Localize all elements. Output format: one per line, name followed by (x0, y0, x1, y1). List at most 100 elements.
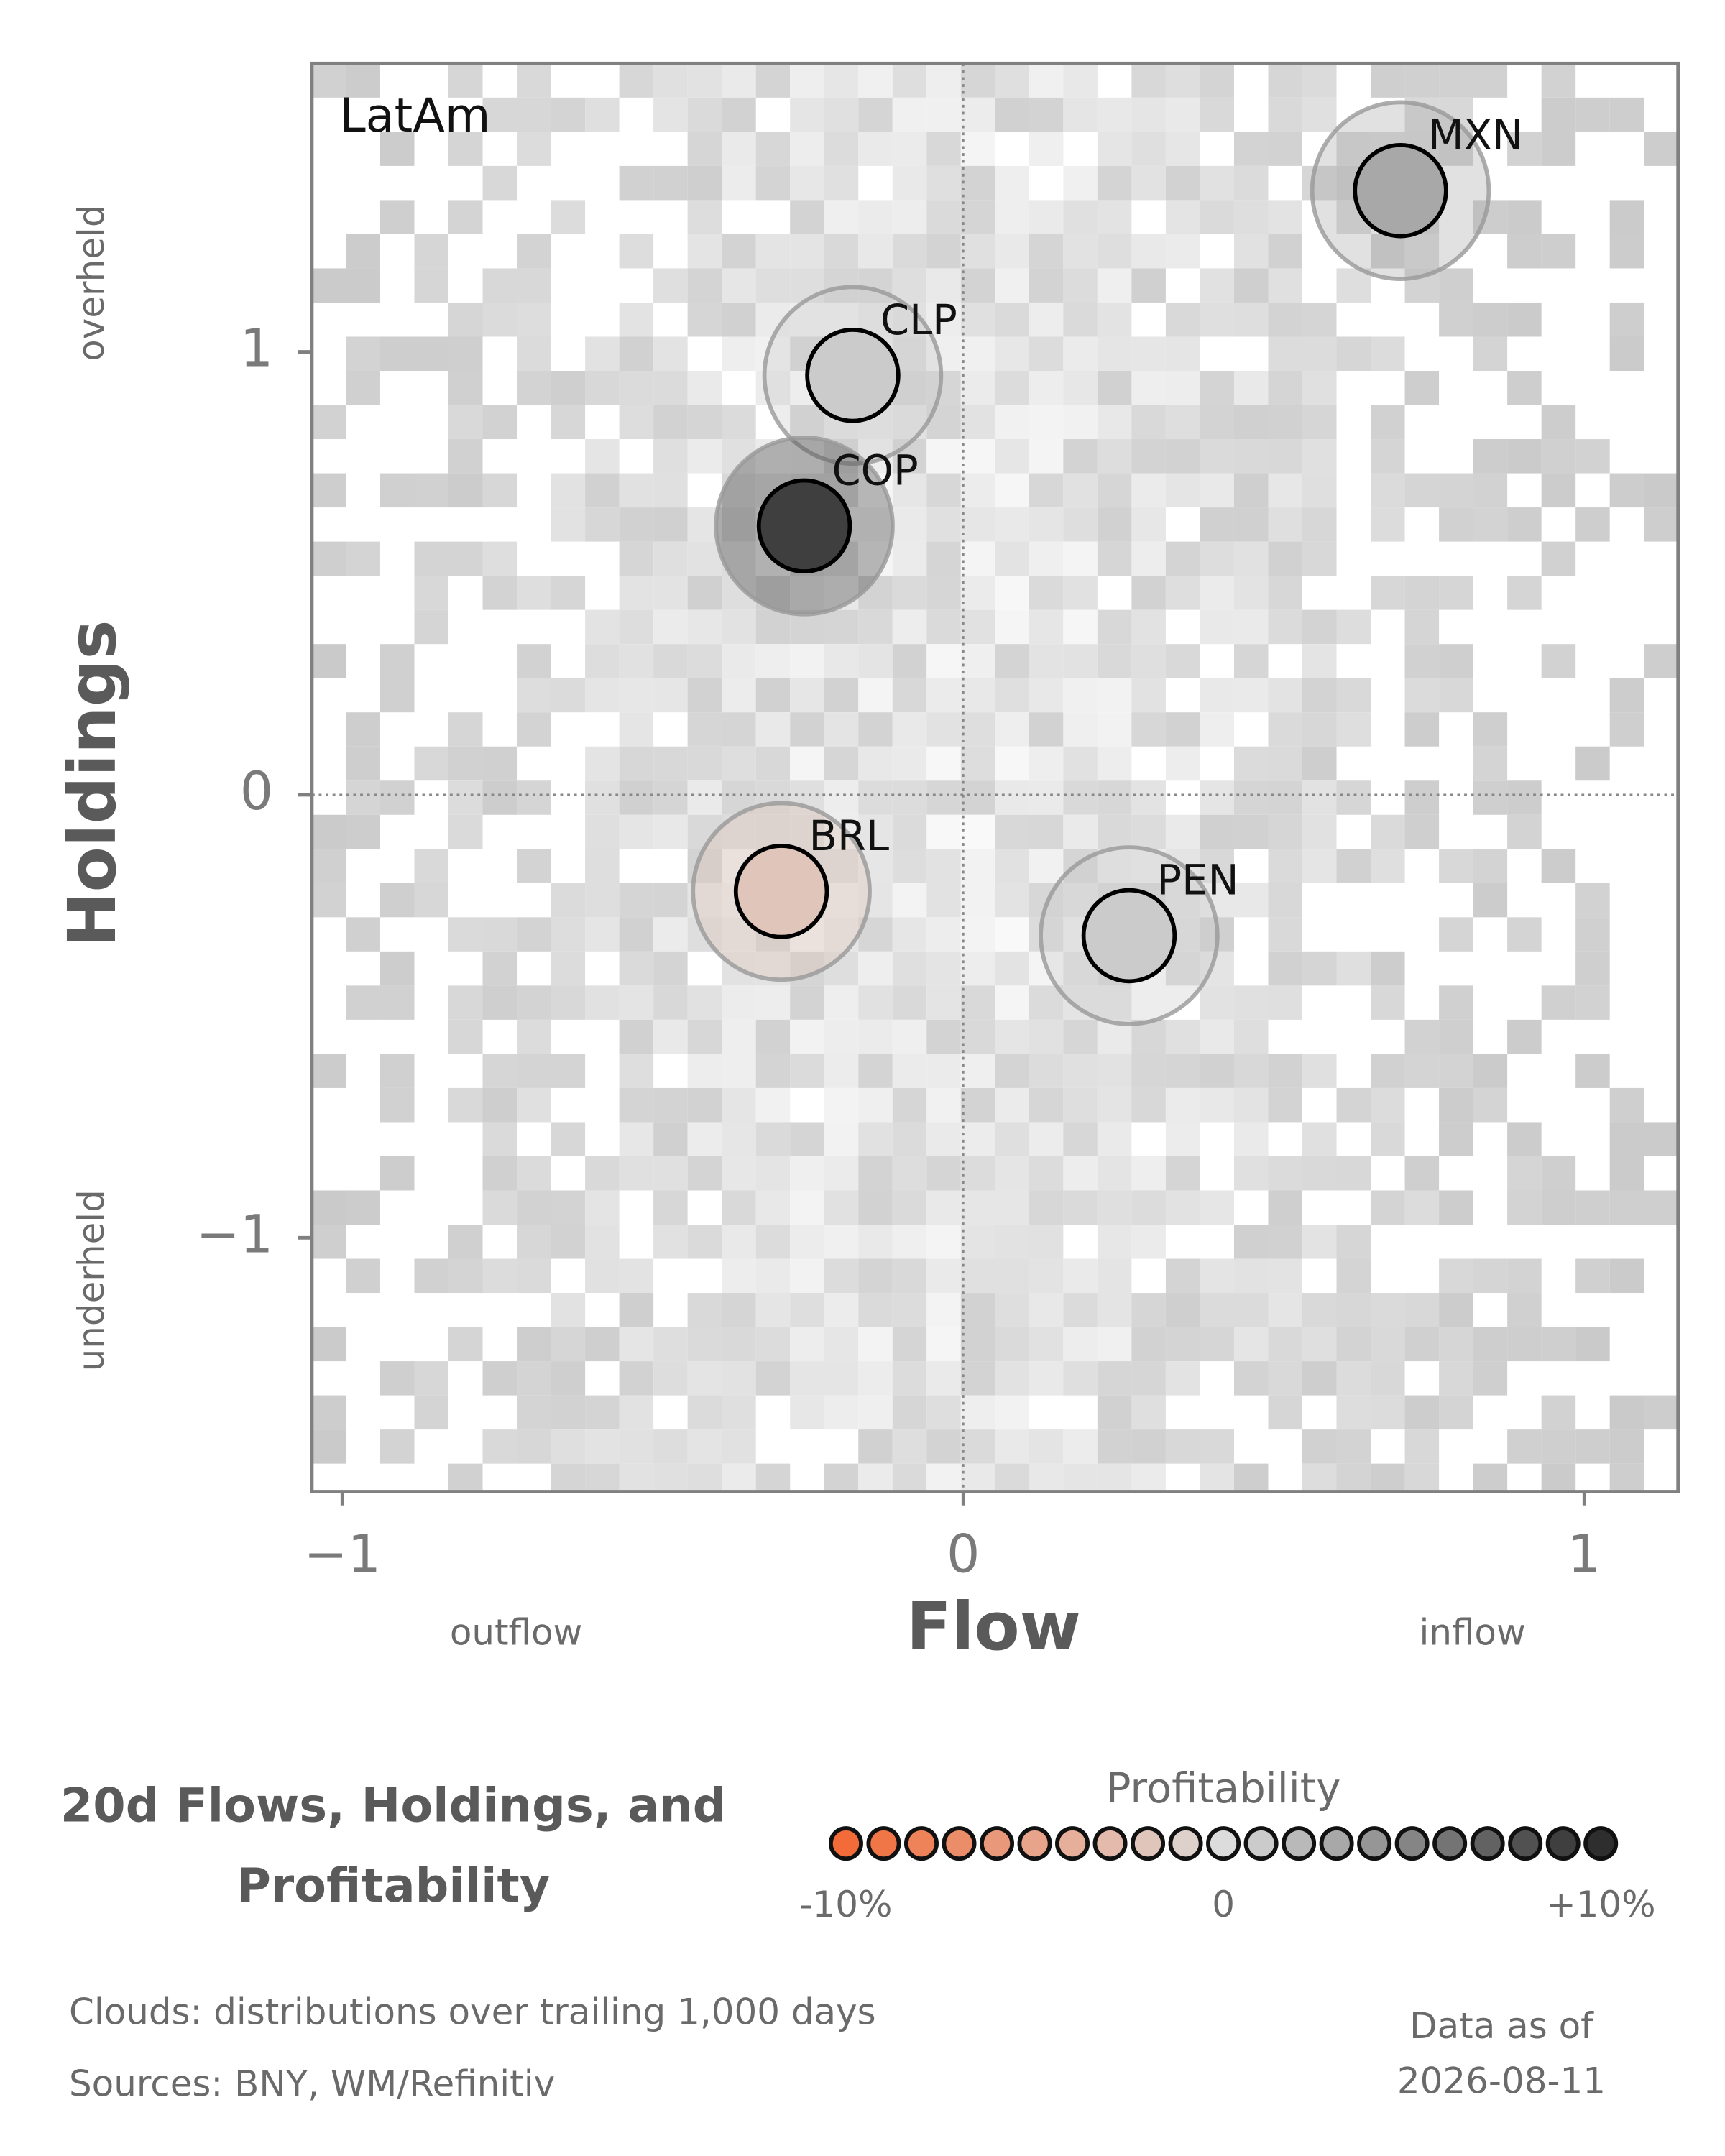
cloud-cell (995, 712, 1029, 747)
cloud-cell (482, 1087, 518, 1123)
cloud-cell (1097, 780, 1132, 815)
cloud-cell (1165, 1054, 1200, 1088)
cloud-cell (380, 1054, 415, 1088)
cloud-cell (1063, 507, 1098, 542)
cloud-cell (960, 371, 995, 405)
colorbar-swatch (1470, 1826, 1505, 1861)
cloud-cell (653, 165, 688, 201)
colorbar-swatch (980, 1826, 1015, 1861)
cloud-cell (585, 1225, 620, 1259)
cloud-cell (722, 1395, 756, 1430)
cloud-cell (1404, 609, 1440, 645)
cloud-cell (995, 507, 1029, 542)
cloud-cell (1233, 1258, 1269, 1294)
cloud-cell (1268, 951, 1302, 986)
cloud-cell (1233, 268, 1269, 303)
cloud-cell (414, 883, 448, 918)
cloud-cell (1165, 1019, 1200, 1054)
cloud-cell (1063, 1327, 1098, 1362)
cloud-cell (1233, 1019, 1269, 1054)
cloud-cell (1097, 1225, 1132, 1259)
cloud-cell (960, 849, 995, 883)
cloud-cell (1097, 473, 1132, 508)
cloud-cell (1200, 405, 1234, 440)
cloud-cell (1609, 1429, 1644, 1464)
cloud-cell (1029, 1258, 1064, 1294)
cloud-cell (687, 1225, 722, 1259)
cloud-cell (1439, 1293, 1473, 1327)
cloud-cell (790, 1258, 824, 1294)
cloud-cell (858, 1395, 893, 1430)
cloud-cell (585, 1395, 620, 1430)
cloud-cell (1371, 63, 1405, 98)
cloud-cell (926, 609, 961, 645)
cloud-cell (1268, 371, 1302, 405)
cloud-cell (448, 473, 483, 508)
cloud-cell (722, 1429, 756, 1464)
cloud-cell (1268, 234, 1302, 269)
cloud-cell (1336, 609, 1371, 645)
cloud-cell (1097, 1429, 1132, 1464)
cloud-cell (380, 336, 415, 371)
cloud-cell (1200, 268, 1234, 303)
cloud-cell (960, 1463, 995, 1492)
cloud-cell (1404, 371, 1440, 405)
cloud-cell (653, 371, 688, 405)
cloud-cell (1029, 712, 1064, 747)
cloud-cell (414, 268, 448, 303)
cloud-cell (995, 951, 1029, 986)
cloud-cell (653, 917, 688, 952)
cloud-cell (1541, 985, 1576, 1020)
cloud-cell (687, 780, 722, 815)
cloud-cell (960, 336, 995, 371)
cloud-cell (1233, 678, 1269, 713)
cloud-cell (1131, 1156, 1166, 1191)
cloud-cell (1200, 507, 1234, 542)
cloud-cell (653, 951, 688, 986)
cloud-cell (1233, 780, 1269, 815)
cloud-cell (619, 1463, 654, 1492)
cloud-cell (653, 63, 688, 98)
cloud-cell (790, 132, 824, 166)
cloud-cell (1165, 883, 1200, 918)
cloud-cell (1336, 336, 1371, 371)
cloud-cell (619, 1429, 654, 1464)
cloud-cell (1165, 1087, 1200, 1123)
cloud-cell (1029, 1361, 1064, 1396)
cloud-cell (790, 576, 824, 610)
cloud-cell (1097, 165, 1132, 201)
cloud-cell (517, 849, 551, 883)
cloud-cell (995, 234, 1029, 269)
cloud-cell (380, 678, 415, 713)
cloud-cell (1097, 1463, 1132, 1492)
cloud-cell (1404, 1327, 1440, 1362)
cloud-cell (1302, 951, 1337, 986)
cloud-cell (790, 985, 824, 1020)
cloud-cell (892, 1122, 927, 1156)
cloud-cell (995, 609, 1029, 645)
cloud-cell (926, 1395, 961, 1430)
cloud-cell (1200, 63, 1234, 98)
cloud-cell (551, 200, 586, 234)
cloud-cell (1576, 746, 1610, 781)
cloud-cell (722, 234, 756, 269)
cloud-cell (1404, 1190, 1440, 1225)
cloud-cell (926, 1054, 961, 1088)
cloud-cell (1029, 1019, 1064, 1054)
cloud-cell (1541, 1395, 1576, 1430)
cloud-cell (687, 268, 722, 303)
cloud-cell (517, 336, 551, 371)
cloud-cell (1268, 541, 1302, 576)
cloud-cell (790, 644, 824, 678)
cloud-cell (1609, 678, 1644, 713)
cloud-cell (619, 473, 654, 508)
cloud-cell (892, 234, 927, 269)
cloud-cell (926, 439, 961, 474)
cloud-cell (1063, 678, 1098, 713)
cloud-cell (1576, 985, 1610, 1020)
cloud-cell (653, 1122, 688, 1156)
cloud-cell (1302, 1327, 1337, 1362)
cloud-cell (1063, 1122, 1098, 1156)
cloud-cell (1063, 814, 1098, 849)
